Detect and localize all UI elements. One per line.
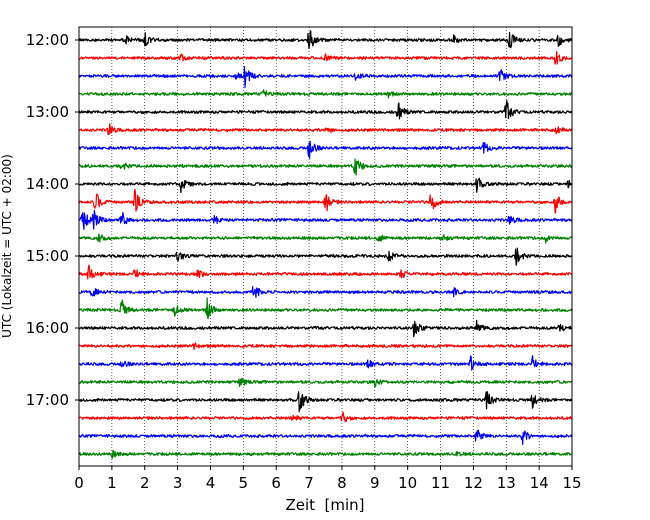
trace-row-1615 — [78, 342, 573, 351]
trace-row-1200 — [78, 30, 573, 49]
trace-row-1430 — [78, 209, 573, 230]
trace-row-1300 — [78, 100, 573, 120]
trace-row-1500 — [78, 247, 573, 266]
plot-background — [79, 27, 572, 466]
y-tick-label-1: 13:00 — [26, 103, 69, 121]
x-tick-label-10: 10 — [398, 474, 417, 492]
trace-row-1345 — [78, 158, 573, 176]
trace-row-1545 — [78, 297, 573, 319]
x-axis-label: Zeit [min] — [285, 496, 364, 514]
y-tick-label-4: 16:00 — [26, 319, 69, 337]
y-tick-label-3: 15:00 — [26, 247, 69, 265]
trace-row-1730 — [78, 429, 573, 445]
x-tick-label-3: 3 — [173, 474, 183, 492]
trace-row-1515 — [78, 264, 573, 280]
x-axis-ticks: 0 1 2 3 4 5 6 7 8 9 10 11 12 13 14 15 — [74, 466, 582, 492]
trace-row-1330 — [78, 140, 573, 160]
x-tick-label-9: 9 — [370, 474, 380, 492]
trace-row-1400 — [78, 177, 573, 194]
seismic-traces — [78, 30, 573, 459]
x-tick-label-6: 6 — [271, 474, 281, 492]
x-tick-label-11: 11 — [431, 474, 450, 492]
trace-row-1530 — [78, 285, 573, 299]
x-tick-label-12: 12 — [464, 474, 483, 492]
trace-row-1600 — [78, 319, 573, 338]
trace-row-1415 — [78, 188, 573, 214]
trace-row-1745 — [78, 449, 573, 459]
y-axis-label: UTC (Lokalzeit = UTC + 02:00) — [0, 154, 14, 338]
trace-row-1315 — [78, 123, 573, 136]
x-tick-label-4: 4 — [206, 474, 216, 492]
x-tick-label-1: 1 — [107, 474, 117, 492]
x-tick-label-0: 0 — [74, 474, 84, 492]
y-tick-label-0: 12:00 — [26, 31, 69, 49]
x-tick-label-2: 2 — [140, 474, 150, 492]
grid-lines — [111, 27, 540, 466]
trace-row-1715 — [78, 411, 573, 423]
y-tick-label-2: 14:00 — [26, 175, 69, 193]
trace-row-1230 — [78, 65, 573, 89]
trace-row-1700 — [78, 390, 573, 413]
y-axis-ticks: 12:00 13:00 14:00 15:00 16:00 17:00 — [26, 31, 79, 409]
x-tick-label-5: 5 — [239, 474, 249, 492]
trace-row-1645 — [78, 377, 573, 388]
x-tick-label-7: 7 — [304, 474, 314, 492]
x-tick-label-15: 15 — [562, 474, 581, 492]
trace-row-1445 — [78, 233, 573, 244]
x-tick-label-14: 14 — [530, 474, 549, 492]
plot-frame — [78, 26, 573, 467]
trace-row-1630 — [78, 355, 573, 371]
trace-row-1215 — [78, 50, 573, 65]
y-tick-label-5: 17:00 — [26, 391, 69, 409]
x-tick-label-8: 8 — [337, 474, 347, 492]
trace-row-1245 — [78, 89, 573, 99]
x-tick-label-13: 13 — [497, 474, 516, 492]
